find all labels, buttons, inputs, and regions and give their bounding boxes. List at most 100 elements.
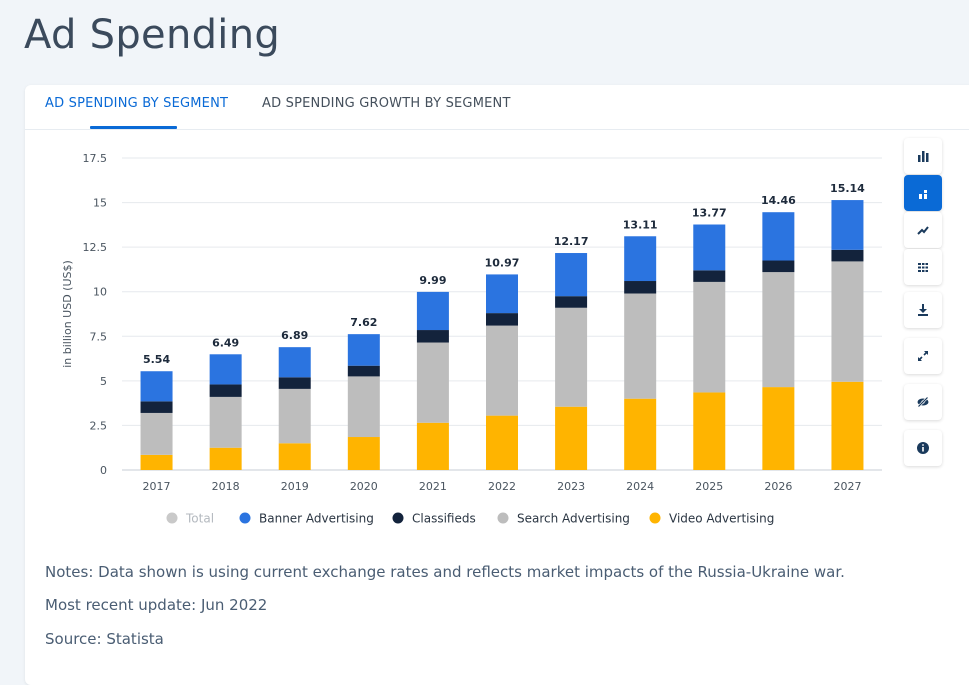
total-data-label: 15.14 — [830, 182, 865, 195]
bar-segment-search-advertising — [624, 293, 657, 399]
tab-ad-spending-by-segment[interactable]: AD SPENDING BY SEGMENT — [45, 96, 229, 111]
bar-segment-search-advertising — [486, 325, 518, 416]
tab-ad-spending-growth-by-segment[interactable]: AD SPENDING GROWTH BY SEGMENT — [262, 96, 511, 111]
legend-label: Banner Advertising — [259, 512, 374, 526]
stacked-chart-button[interactable] — [904, 175, 942, 211]
info-icon — [917, 442, 929, 454]
total-data-label: 5.54 — [143, 353, 170, 366]
table-icon — [918, 263, 928, 272]
bar-segment-banner-advertising — [278, 347, 311, 378]
bar-segment-banner-advertising — [140, 371, 173, 402]
bar-segment-classifieds — [209, 384, 242, 397]
x-tick-label: 2018 — [212, 480, 240, 493]
stacked-bar-chart: 0 2.5 5 7.5 10 12.5 15 17.5 in billion USD (US$)… — [61, 152, 882, 526]
line-chart-button[interactable] — [904, 212, 942, 248]
bar-segment-video-advertising — [555, 406, 588, 470]
legend-marker — [392, 512, 404, 524]
bar-segment-classifieds — [278, 377, 311, 389]
legend-marker — [166, 512, 178, 524]
bar-chart-button[interactable] — [904, 138, 942, 174]
bar-segment-banner-advertising — [624, 236, 657, 282]
total-data-label: 13.77 — [692, 207, 727, 220]
bar-segment-classifieds — [762, 260, 795, 273]
bar-segment-video-advertising — [278, 443, 311, 470]
x-tick-label: 2020 — [350, 480, 378, 493]
y-tick-label: 7.5 — [90, 330, 108, 343]
download-icon — [918, 304, 928, 316]
y-tick-label: 5 — [100, 375, 107, 388]
bar-segment-banner-advertising — [209, 354, 242, 385]
y-tick-label: 12.5 — [83, 241, 108, 254]
fullscreen-button[interactable] — [904, 338, 942, 374]
bar-segment-search-advertising — [416, 342, 449, 423]
legend-label: Classifieds — [412, 512, 476, 526]
bar-segment-classifieds — [486, 313, 518, 326]
legend-label: Search Advertising — [517, 512, 630, 526]
bar-segment-banner-advertising — [347, 334, 380, 366]
bar-segment-search-advertising — [555, 307, 588, 407]
total-data-label: 12.17 — [554, 235, 589, 248]
page-title: Ad Spending — [24, 12, 281, 58]
bar-segment-video-advertising — [624, 398, 657, 470]
bar-segment-classifieds — [831, 249, 864, 262]
total-data-label: 9.99 — [419, 274, 446, 287]
total-data-label: 14.46 — [761, 194, 796, 207]
total-data-label: 6.49 — [212, 336, 239, 349]
bar-segment-classifieds — [347, 365, 380, 377]
bar-segment-banner-advertising — [416, 291, 449, 331]
bar-segment-search-advertising — [209, 396, 242, 448]
line-chart-icon — [917, 226, 929, 235]
tab-bar: AD SPENDING BY SEGMENT AD SPENDING GROWT… — [25, 85, 969, 130]
hide-icon — [917, 396, 929, 408]
x-tick-label: 2021 — [419, 480, 447, 493]
bar-segment-search-advertising — [140, 412, 173, 455]
x-tick-label: 2022 — [488, 480, 516, 493]
bar-segment-video-advertising — [693, 392, 726, 470]
bar-segment-search-advertising — [831, 261, 864, 382]
most-recent-update: Most recent update: Jun 2022 — [45, 596, 268, 614]
source-line: Source: Statista — [45, 630, 164, 648]
chart-notes: Notes: Data shown is using current excha… — [45, 563, 845, 581]
total-data-label: 6.89 — [281, 329, 308, 342]
legend-marker — [239, 512, 251, 524]
table-button[interactable] — [904, 249, 942, 285]
bar-segment-banner-advertising — [831, 200, 864, 250]
bar-segment-banner-advertising — [555, 253, 588, 297]
bar-segment-classifieds — [555, 296, 588, 308]
total-data-label: 10.97 — [485, 256, 520, 269]
bar-segment-video-advertising — [416, 422, 449, 470]
bar-segment-search-advertising — [762, 272, 795, 388]
bar-segment-video-advertising — [762, 387, 795, 470]
bar-segment-search-advertising — [347, 376, 380, 438]
x-tick-label: 2023 — [557, 480, 585, 493]
download-button[interactable] — [904, 292, 942, 328]
legend-marker — [497, 512, 509, 524]
bar-segment-video-advertising — [209, 447, 242, 470]
bar-segment-classifieds — [140, 401, 173, 413]
x-tick-label: 2024 — [626, 480, 654, 493]
y-axis-label: in billion USD (US$) — [61, 260, 74, 368]
y-tick-label: 2.5 — [90, 419, 108, 432]
bar-segment-search-advertising — [693, 281, 726, 393]
hide-button[interactable] — [904, 384, 942, 420]
bar-segment-video-advertising — [486, 415, 518, 470]
x-tick-label: 2019 — [281, 480, 309, 493]
x-tick-label: 2025 — [695, 480, 723, 493]
x-tick-label: 2027 — [833, 480, 861, 493]
y-tick-label: 10 — [93, 286, 107, 299]
y-tick-label: 17.5 — [83, 152, 108, 165]
bar-segment-classifieds — [693, 270, 726, 282]
info-button[interactable] — [904, 430, 942, 466]
active-tab-indicator — [90, 126, 177, 129]
bar-segment-classifieds — [416, 330, 449, 343]
total-data-label: 7.62 — [350, 316, 377, 329]
bar-segment-classifieds — [624, 281, 657, 294]
x-tick-label: 2017 — [143, 480, 171, 493]
bar-segment-search-advertising — [278, 388, 311, 444]
bar-segment-banner-advertising — [693, 224, 726, 271]
y-tick-label: 0 — [100, 464, 107, 477]
x-tick-label: 2026 — [764, 480, 792, 493]
bar-chart-icon — [918, 151, 929, 162]
legend-label: Total — [185, 512, 214, 526]
y-tick-label: 15 — [93, 197, 107, 210]
